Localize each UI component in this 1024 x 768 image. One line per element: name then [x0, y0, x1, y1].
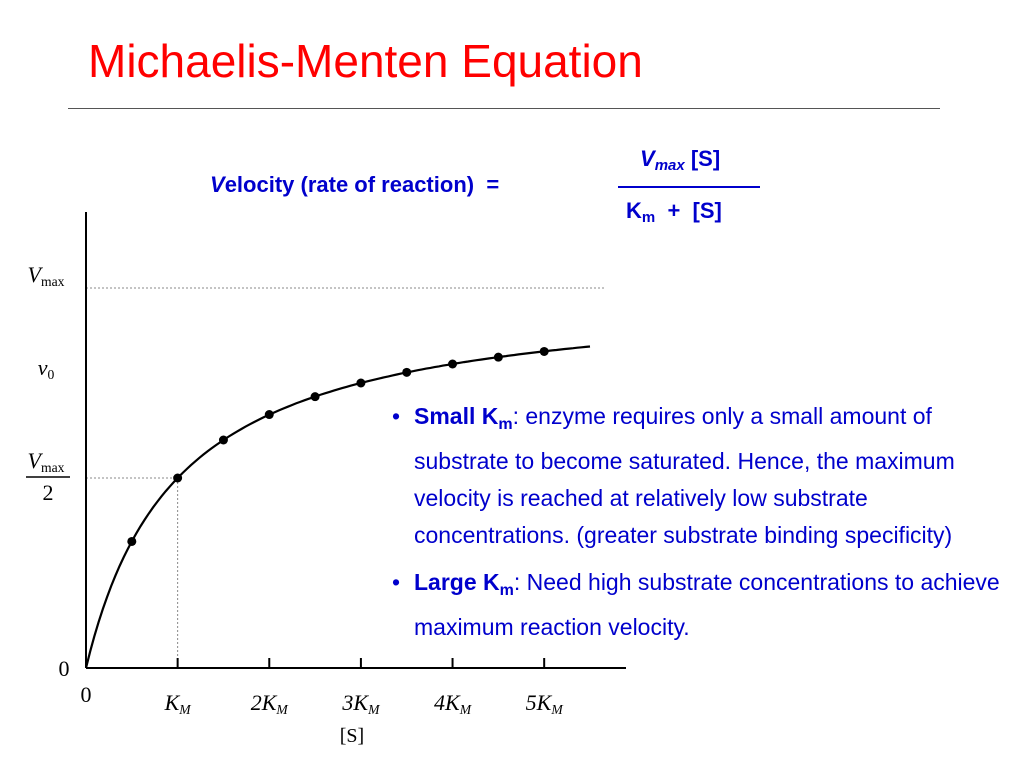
bullet-dot: •: [392, 403, 401, 429]
data-point: [264, 410, 274, 420]
numerator-rest: [S]: [684, 146, 721, 171]
x-tick-label: 4KM: [434, 690, 472, 717]
equation-lhs-text: elocity (rate of reaction): [224, 172, 475, 197]
x-axis-label: [S]: [340, 725, 364, 747]
y-half-vmax-numerator-sub: max: [41, 460, 65, 475]
equation-numerator: Vmax [S]: [640, 146, 720, 174]
title-divider: [68, 108, 940, 109]
data-point: [127, 536, 137, 546]
data-point: [173, 473, 183, 483]
x-tick-label-sub: M: [550, 702, 563, 717]
data-point: [310, 392, 320, 402]
denominator-sub: m: [641, 209, 656, 226]
notes-list: • Small Km: enzyme requires only a small…: [388, 398, 1024, 656]
x-tick-label-sub: M: [275, 702, 288, 717]
x-tick-label-main: 2K: [251, 690, 278, 715]
x-tick-label-main: K: [164, 690, 181, 715]
x-tick-label-main: 4K: [434, 690, 461, 715]
note-text: Need high substrate concentrations to ac…: [414, 569, 1000, 640]
note-term-sub: m: [499, 582, 514, 599]
denominator-rest: + [S]: [655, 198, 722, 223]
data-point: [356, 378, 366, 388]
x-tick-label: 2KM: [251, 690, 289, 717]
equation-denominator: Km + [S]: [626, 198, 722, 226]
y-v0-label-main: v: [38, 355, 48, 380]
numerator-sub: max: [654, 157, 685, 174]
equation-lhs-italic: V: [210, 172, 225, 197]
equation-lhs: Velocity (rate of reaction) =: [210, 172, 499, 198]
numerator-v: V: [640, 146, 655, 171]
note-text: enzyme requires only a small amount of s…: [414, 403, 955, 548]
equation-equals: =: [486, 172, 500, 197]
y-vmax-label-sub: max: [41, 274, 65, 289]
x-tick-label: KM: [164, 690, 192, 717]
data-point: [539, 346, 549, 356]
x-tick-label: 5KM: [526, 690, 564, 717]
x-tick-label-main: 5K: [526, 690, 553, 715]
note-colon: :: [513, 569, 521, 595]
data-point: [493, 352, 503, 362]
note-colon: :: [512, 403, 519, 429]
fraction-bar: [618, 186, 760, 188]
y-zero-label: 0: [59, 656, 70, 681]
slide-title: Michaelis-Menten Equation: [88, 35, 643, 87]
note-large-km: • Large Km: Need high substrate concentr…: [388, 564, 1024, 646]
y-vmax-label: Vmax: [28, 262, 65, 289]
note-term-sub: m: [498, 416, 513, 433]
y-v0-label: v0: [38, 355, 55, 382]
x-tick-label-sub: M: [367, 702, 380, 717]
data-point: [448, 359, 458, 369]
note-term-text: Small K: [414, 403, 499, 429]
denominator-k: K: [626, 198, 642, 223]
x-tick-label-sub: M: [178, 702, 191, 717]
x-tick-label: 3KM: [341, 690, 380, 717]
note-small-km: • Small Km: enzyme requires only a small…: [388, 398, 1024, 554]
note-term: Large Km: [414, 569, 514, 599]
data-point: [402, 367, 412, 377]
y-half-vmax-numerator-main: V: [28, 448, 44, 473]
note-term: Small Km: [414, 403, 513, 433]
y-v0-label-sub: 0: [47, 367, 54, 382]
bullet-dot: •: [392, 569, 401, 595]
x-tick-label: 0: [81, 682, 92, 707]
x-tick-label-sub: M: [459, 702, 472, 717]
x-tick-label-main: 3K: [341, 690, 369, 715]
y-half-vmax-denominator: 2: [43, 480, 54, 505]
y-half-vmax-numerator: Vmax: [28, 448, 65, 475]
note-term-text: Large K: [414, 569, 500, 595]
saturation-curve: [84, 345, 591, 669]
y-vmax-label-main: V: [28, 262, 44, 287]
data-point: [218, 435, 228, 445]
